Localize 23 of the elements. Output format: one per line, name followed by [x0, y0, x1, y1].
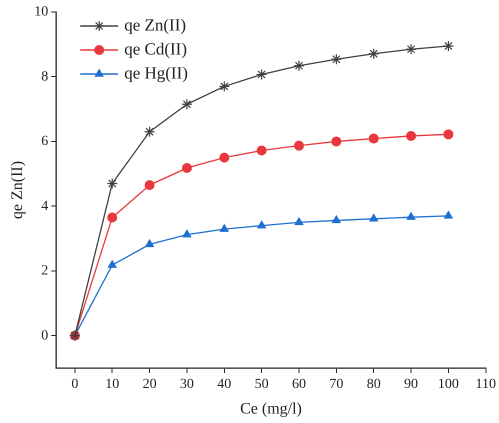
legend-label: qe Hg(II) — [124, 63, 188, 82]
y-tick-label: 0 — [41, 328, 48, 344]
y-tick-label: 10 — [34, 4, 48, 20]
x-tick-label: 40 — [217, 377, 232, 392]
y-tick-label: 8 — [41, 69, 48, 84]
x-tick-label: 30 — [180, 377, 194, 392]
x-axis-title: Ce (mg/l) — [240, 400, 302, 418]
x-tick-label: 80 — [366, 377, 381, 392]
x-tick-label: 20 — [142, 377, 157, 392]
x-tick-label: 70 — [329, 377, 344, 392]
x-tick-label: 100 — [438, 377, 459, 392]
y-tick-label: 6 — [41, 134, 48, 150]
x-tick-label: 0 — [71, 377, 78, 392]
x-tick-label: 60 — [292, 377, 306, 392]
y-axis-title: qe Zn(II) — [8, 160, 26, 220]
x-tick-label: 90 — [404, 377, 418, 392]
x-tick-label: 110 — [476, 377, 496, 392]
y-tick-label: 4 — [41, 198, 48, 214]
legend-label: qe Zn(II) — [124, 15, 186, 34]
x-tick-label: 10 — [105, 377, 120, 392]
x-tick-label: 50 — [254, 377, 269, 392]
legend-label: qe Cd(II) — [124, 39, 187, 58]
y-tick-label: 2 — [41, 264, 48, 279]
